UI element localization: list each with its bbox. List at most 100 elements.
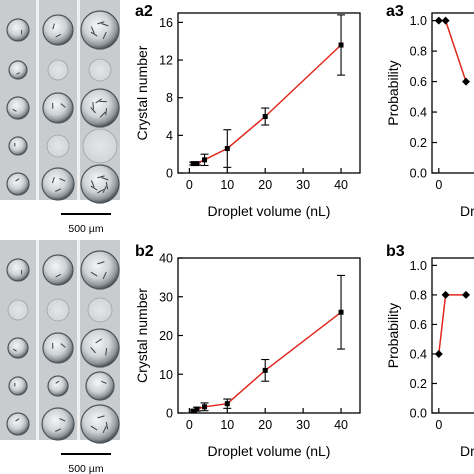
series-line xyxy=(438,294,466,355)
crystal xyxy=(16,72,20,75)
micrograph-a: 500 µm xyxy=(0,0,120,235)
data-point xyxy=(190,161,196,167)
droplet-empty xyxy=(82,128,118,164)
droplet-empty xyxy=(46,134,70,158)
x-axis-label: Droplet volume (nL) xyxy=(208,443,331,459)
droplet xyxy=(6,258,30,282)
droplet xyxy=(6,96,30,120)
crystal xyxy=(90,425,98,431)
chart-b3: b3 0.0 0.2 0.4 0.6 0.8 1.0 0 Dr Probability xyxy=(385,243,474,459)
crystal xyxy=(99,111,106,118)
x-tick-label: 10 xyxy=(220,178,234,192)
series-b3 xyxy=(434,290,470,358)
plot-frame xyxy=(177,12,361,174)
data-point xyxy=(462,290,470,299)
crystal xyxy=(97,175,105,179)
crystal xyxy=(90,26,95,34)
micrograph-b-droplets xyxy=(6,250,120,444)
y-axis-label: Crystal number xyxy=(134,45,150,140)
x-tick-label: 20 xyxy=(258,418,272,432)
data-point xyxy=(194,406,200,412)
y-tick-label: 30 xyxy=(159,290,173,304)
y-tick-label: 0.4 xyxy=(410,106,427,120)
droplet xyxy=(80,250,120,290)
crystal xyxy=(60,343,66,348)
y-tick-label: 20 xyxy=(159,329,173,343)
y-tick-label: 0.0 xyxy=(410,167,427,181)
crystal xyxy=(90,185,98,191)
droplet xyxy=(8,376,28,396)
droplet xyxy=(8,60,28,80)
crystal xyxy=(55,33,62,38)
crystal xyxy=(55,273,62,278)
y-tick-label: 0 xyxy=(166,407,173,421)
x-tick-label: 0 xyxy=(186,178,193,192)
y-tick-label: 0.6 xyxy=(410,318,427,332)
series-line xyxy=(192,311,342,412)
crystal xyxy=(60,103,66,108)
crystal xyxy=(92,101,94,110)
series-line xyxy=(438,19,467,82)
x-tick-label: 0 xyxy=(435,418,442,432)
y-tick-label: 40 xyxy=(159,252,173,266)
crystal xyxy=(90,346,96,354)
droplet xyxy=(42,332,74,364)
y-tick-label: 4 xyxy=(166,129,173,143)
crystal xyxy=(101,177,109,181)
series-a2 xyxy=(189,14,346,168)
crystal xyxy=(55,380,60,384)
y-tick-label: 1.0 xyxy=(410,14,427,28)
data-point xyxy=(190,408,196,414)
y-axis-label: Probability xyxy=(385,60,401,125)
crystal xyxy=(102,425,107,434)
data-point xyxy=(224,146,230,152)
crystal xyxy=(59,178,66,182)
data-point xyxy=(202,404,208,410)
droplet xyxy=(8,136,28,156)
crystal xyxy=(95,98,103,104)
crystal xyxy=(97,21,105,25)
droplet xyxy=(7,337,29,359)
plot-frame xyxy=(431,12,474,174)
y-tick-label: 0 xyxy=(166,167,173,181)
x-tick-label: 30 xyxy=(296,418,310,432)
series-b2 xyxy=(189,274,346,414)
y-tick-label: 0.2 xyxy=(410,136,427,150)
droplet xyxy=(80,164,120,204)
droplet-empty xyxy=(7,299,29,321)
droplet-empty xyxy=(47,59,69,81)
droplet xyxy=(80,328,120,368)
crystal xyxy=(102,185,107,194)
y-tick-label: 0.2 xyxy=(410,377,427,391)
micrograph-a-droplets xyxy=(6,10,120,204)
y-tick-label: 0.4 xyxy=(410,347,427,361)
data-point xyxy=(194,161,200,167)
crystal xyxy=(52,23,55,30)
crystal xyxy=(101,380,107,384)
y-tick-label: 0.8 xyxy=(410,288,427,302)
x-tick-label: 20 xyxy=(258,178,272,192)
droplet xyxy=(6,18,30,42)
y-tick-label: 0.0 xyxy=(410,407,427,421)
droplet xyxy=(80,404,120,444)
droplet xyxy=(6,412,30,436)
y-tick-label: 16 xyxy=(159,16,173,30)
crystal xyxy=(15,178,20,182)
crystal xyxy=(101,23,109,27)
crystal xyxy=(90,180,95,188)
crystal xyxy=(59,418,66,422)
droplet xyxy=(85,371,115,401)
x-axis-label: Dr xyxy=(460,443,474,459)
crystal xyxy=(90,106,96,114)
data-point xyxy=(338,42,344,48)
crystal xyxy=(95,338,103,344)
droplet xyxy=(80,88,120,128)
droplet xyxy=(80,10,120,50)
y-tick-label: 8 xyxy=(166,91,173,105)
data-point xyxy=(441,290,450,299)
data-point xyxy=(434,16,443,25)
